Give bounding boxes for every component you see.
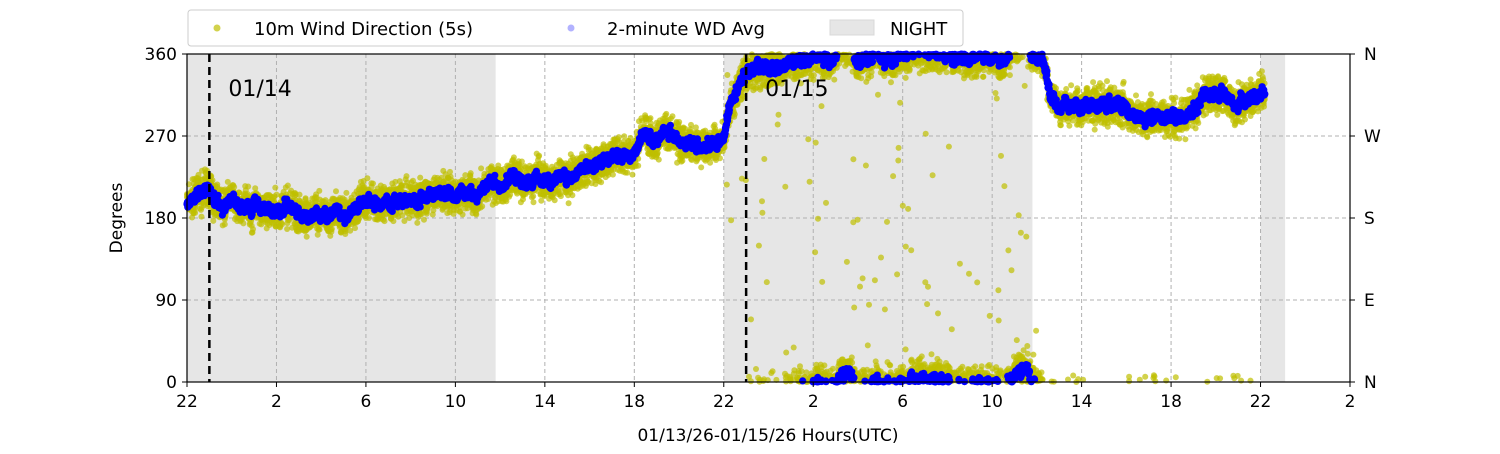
wind-5s-point — [297, 192, 303, 198]
wind-5s-point — [530, 193, 536, 199]
wind-5s-point — [250, 226, 256, 232]
wind-5s-point — [656, 157, 662, 163]
wind-5s-point — [272, 185, 278, 191]
wind-5s-point — [192, 210, 198, 216]
wind-5s-point — [366, 215, 372, 221]
wind-5s-point — [240, 220, 246, 226]
wind-5s-point — [821, 362, 827, 368]
wind-5s-point — [536, 153, 542, 159]
wind-5s-point — [831, 77, 837, 83]
wind-5s-point — [414, 220, 420, 226]
wind-5s-point — [648, 115, 654, 121]
wind-5s-point — [404, 173, 410, 179]
wind-5s-point — [717, 155, 723, 161]
wind-5s-point — [364, 175, 370, 181]
wind-5s-point — [635, 163, 641, 169]
wind-5s-point — [317, 227, 323, 233]
wind-5s-point — [478, 165, 484, 171]
wind-5s-point — [552, 197, 558, 203]
wind-5s-point — [676, 119, 682, 125]
wind-5s-point — [468, 170, 474, 176]
wind-5s-point — [748, 378, 754, 384]
wind-5s-point — [630, 172, 636, 178]
wind-5s-point — [531, 199, 537, 205]
wind-5s-point — [663, 111, 669, 117]
wind-5s-point — [566, 200, 572, 206]
wind-5s-point — [479, 203, 485, 209]
wind-5s-point — [316, 188, 322, 194]
wind-5s-point — [315, 232, 321, 238]
wind-5s-point — [610, 172, 616, 178]
wind-5s-point — [849, 360, 855, 366]
wind-5s-point — [304, 234, 310, 240]
wind-5s-point — [830, 366, 836, 372]
wind-5s-point — [382, 218, 388, 224]
wind-5s-point — [421, 217, 427, 223]
wind-5s-point — [333, 188, 339, 194]
wind-5s-point — [693, 124, 699, 130]
wind-5s-point — [511, 154, 517, 160]
wind-5s-point — [624, 170, 630, 176]
wind-5s-point — [285, 183, 291, 189]
wind-5s-point — [417, 175, 423, 181]
wind-5s-point — [370, 181, 376, 187]
wind-5s-point — [390, 218, 396, 224]
wind-5s-point — [343, 190, 349, 196]
wind-5s-point — [284, 226, 290, 232]
wind-5s-point — [210, 218, 216, 224]
wind-5s-point — [569, 192, 575, 198]
wind-5s-point — [352, 225, 358, 231]
wind-5s-point — [670, 113, 676, 119]
wind-5s-point — [770, 368, 776, 374]
wind-5s-point — [245, 184, 251, 190]
wind-5s-point — [598, 179, 604, 185]
wind-5s-point — [698, 164, 704, 170]
wind-5s-point — [753, 366, 759, 372]
wind-5s-point — [199, 214, 205, 220]
wind-5s-point — [460, 212, 466, 218]
wind-5s-point — [279, 221, 285, 227]
wind-5s-point — [849, 354, 855, 360]
wind-5s-point — [231, 184, 237, 190]
wind-5s-point — [329, 226, 335, 232]
